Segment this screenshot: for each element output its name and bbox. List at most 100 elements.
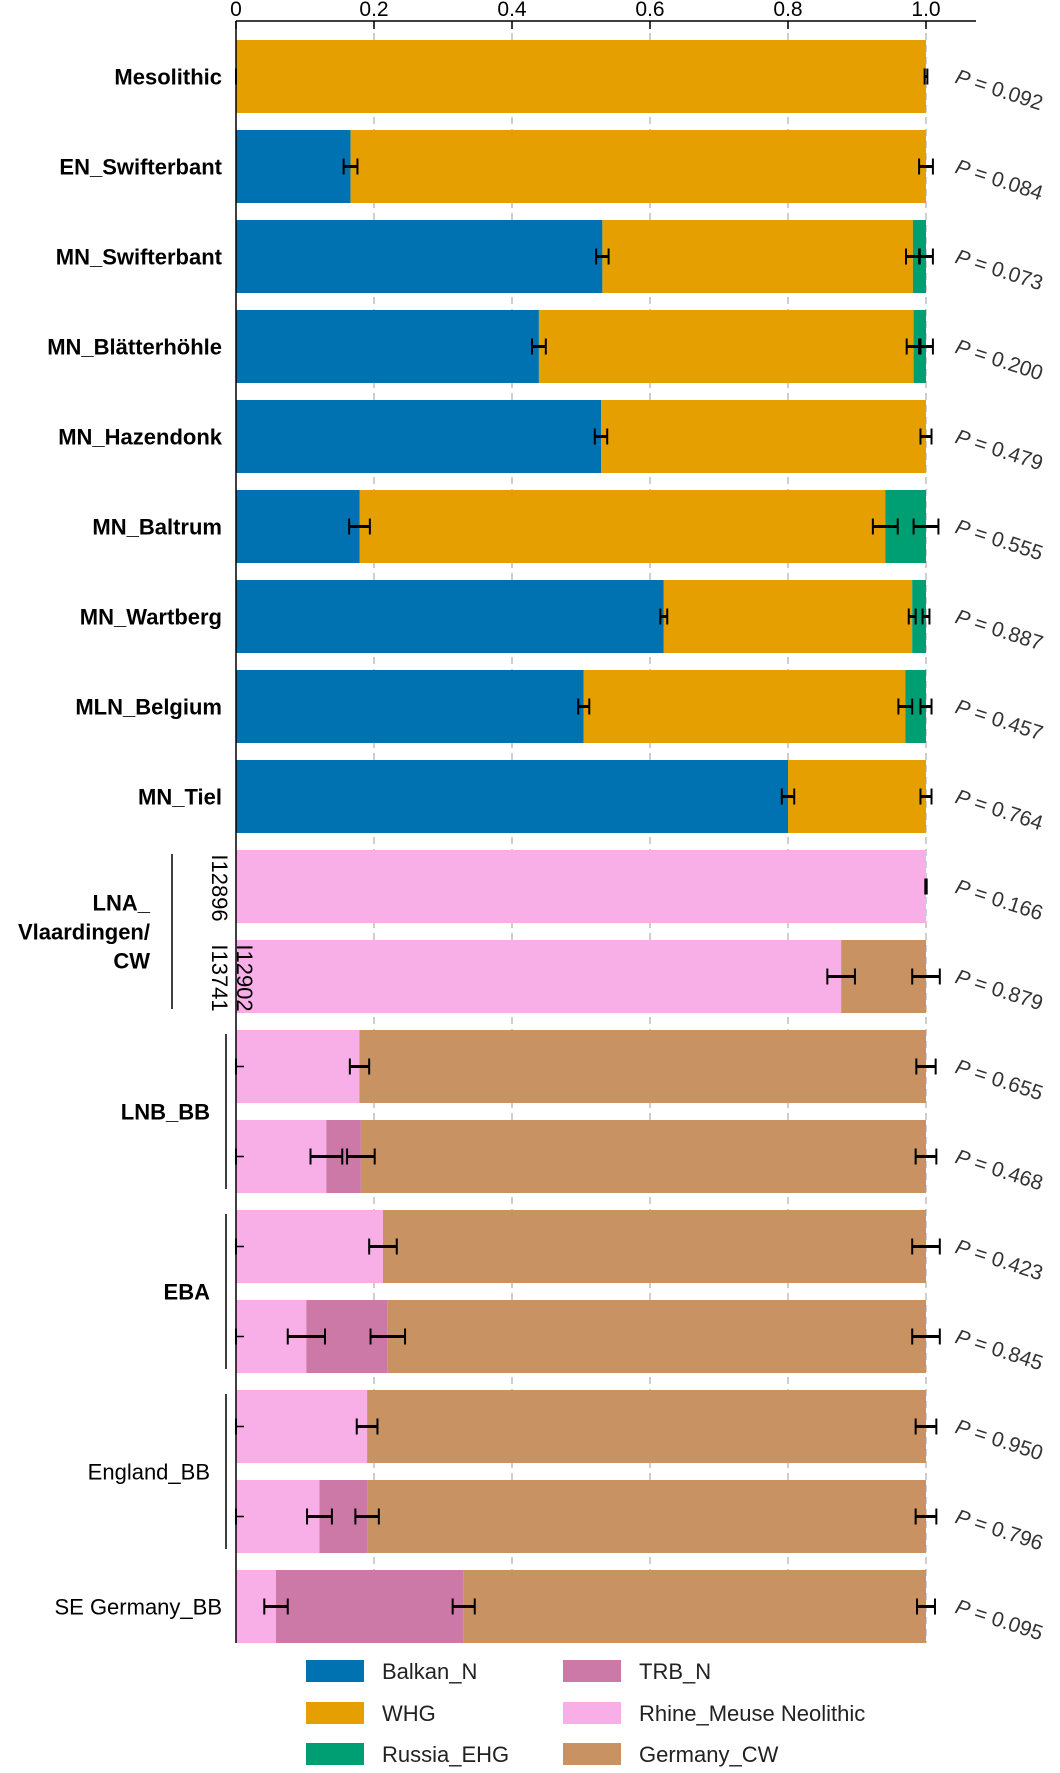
p-number: = 0.655 (966, 1060, 1046, 1106)
group-labels: LNA_ Vlaardingen/CW LNB_BB EBA England_BB (18, 854, 227, 1549)
legend-label: Russia_EHG (382, 1742, 509, 1767)
p-number: = 0.095 (966, 1600, 1046, 1646)
row-label: MN_Wartberg (80, 605, 222, 630)
p-number: = 0.796 (966, 1510, 1046, 1556)
group-label: England_BB (88, 1460, 210, 1485)
row-label: MN_Blätterhöhle (47, 335, 222, 360)
row-label: Mesolithic (114, 65, 222, 90)
bar-segment (236, 1030, 360, 1103)
row-label: MLN_Belgium (75, 695, 222, 720)
bar-segment (236, 310, 539, 383)
legend-label: Germany_CW (639, 1742, 779, 1767)
p-prefix: P (952, 1145, 972, 1171)
p-number: = 0.764 (966, 790, 1046, 836)
group-label: LNA_ (93, 891, 151, 916)
p-prefix: P (952, 335, 972, 361)
bar-segment (276, 1570, 464, 1643)
p-value-label: P = 0.166 (952, 875, 1045, 925)
sample-id-label: I13741 (207, 944, 232, 1011)
p-number: = 0.166 (966, 880, 1046, 926)
group-label: Vlaardingen/ (18, 920, 150, 945)
bar-segment (359, 1030, 926, 1103)
group-label: LNB_BB (121, 1100, 210, 1125)
p-number: = 0.887 (966, 610, 1046, 656)
x-tick-label: 0.6 (635, 0, 664, 21)
p-value-label: P = 0.796 (952, 1505, 1045, 1555)
x-tick-label: 1.0 (911, 0, 940, 21)
p-value-label: P = 0.073 (952, 245, 1045, 295)
row-label: EN_Swifterbant (59, 155, 222, 180)
p-value-label: P = 0.655 (952, 1055, 1045, 1105)
bar-segment (236, 760, 788, 833)
group-label: EBA (164, 1280, 211, 1305)
p-prefix: P (952, 1595, 972, 1621)
x-tick-label: 0.8 (773, 0, 802, 21)
legend-swatch (563, 1702, 621, 1724)
p-value-label: P = 0.950 (952, 1415, 1045, 1465)
bar-segment (236, 670, 584, 743)
bar-segment (359, 490, 886, 563)
p-number: = 0.073 (966, 250, 1046, 296)
p-prefix: P (952, 875, 972, 901)
p-value-label: P = 0.457 (952, 695, 1045, 745)
p-prefix: P (952, 515, 972, 541)
p-value-label: P = 0.555 (952, 515, 1045, 565)
p-value-label: P = 0.879 (952, 965, 1045, 1015)
row-label: MN_Hazendonk (58, 425, 223, 450)
x-tick-label: 0.4 (497, 0, 527, 21)
p-value-label: P = 0.095 (952, 1595, 1045, 1645)
p-prefix: P (952, 785, 972, 811)
bar-segment (360, 1120, 926, 1193)
sample-id-label: I12902 (232, 944, 257, 1011)
legend-swatch (306, 1743, 364, 1765)
sample-id-label: I12896 (207, 854, 232, 921)
row-labels: Mesolithic EN_Swifterbant MN_Swifterbant MN… (47, 65, 257, 1620)
bar-segment (236, 400, 602, 473)
p-number: = 0.457 (966, 700, 1046, 746)
p-prefix: P (952, 1415, 972, 1441)
bar-segment (236, 1390, 368, 1463)
p-number: = 0.084 (966, 160, 1046, 206)
bar-segment (663, 580, 913, 653)
bar-segment (387, 1300, 926, 1373)
p-number: = 0.200 (966, 340, 1046, 386)
error-bars (235, 68, 941, 1615)
p-value-label: P = 0.200 (952, 335, 1045, 385)
p-value-label: P = 0.092 (952, 65, 1045, 115)
bar-segment (236, 1210, 383, 1283)
legend-swatch (306, 1660, 364, 1682)
row-label: MN_Swifterbant (56, 245, 223, 270)
p-number: = 0.845 (966, 1330, 1046, 1376)
bar-segment (236, 130, 351, 203)
legend-label: WHG (382, 1701, 436, 1726)
bar-segment (382, 1210, 927, 1283)
p-prefix: P (952, 695, 972, 721)
x-axis: 0 0.2 0.4 0.6 0.8 1.0 (230, 0, 976, 1643)
p-prefix: P (952, 1505, 972, 1531)
p-number: = 0.468 (966, 1150, 1046, 1196)
p-value-label: P = 0.845 (952, 1325, 1045, 1375)
bar-segment (236, 580, 664, 653)
bars (236, 40, 927, 1643)
legend-label: Rhine_Meuse Neolithic (639, 1701, 865, 1726)
p-prefix: P (952, 425, 972, 451)
bar-segment (236, 40, 926, 113)
row-label: SE Germany_BB (54, 1595, 222, 1620)
bar-segment (912, 580, 926, 653)
legend: Balkan_N WHG Russia_EHG TRB_N Rhine_Meuse Ne… (306, 1659, 865, 1767)
bar-segment (601, 400, 926, 473)
legend-swatch (563, 1743, 621, 1765)
bar-segment (367, 1480, 927, 1553)
p-number: = 0.950 (966, 1420, 1046, 1466)
p-value-label: P = 0.084 (952, 155, 1045, 205)
bar-segment (236, 850, 926, 923)
bar-segment (788, 760, 926, 833)
p-prefix: P (952, 155, 972, 181)
x-tick-label: 0 (230, 0, 242, 21)
row-label: MN_Tiel (138, 785, 222, 810)
p-number: = 0.879 (966, 970, 1046, 1016)
p-value-label: P = 0.764 (952, 785, 1045, 835)
p-prefix: P (952, 245, 972, 271)
